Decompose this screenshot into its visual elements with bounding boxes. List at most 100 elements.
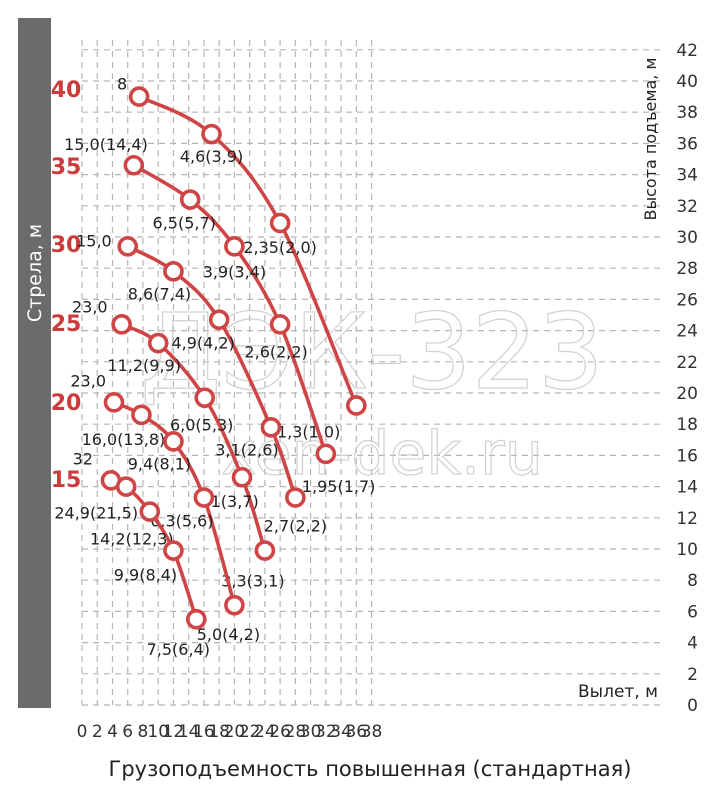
x-tick-label: 8: [138, 722, 149, 742]
y-tick-label: 34: [676, 166, 698, 186]
x-tick-label: 32: [315, 722, 337, 742]
boom-length-label: 35: [51, 155, 82, 180]
data-point: [103, 392, 125, 413]
y-tick-label: 32: [676, 197, 698, 217]
data-point: [315, 443, 337, 465]
data-point: [231, 466, 253, 488]
point-label: 23,0: [72, 297, 108, 316]
point-label: 23,0: [70, 371, 106, 390]
series: 40 84,6(3,9)2,35(2,0)1,3(1,0)3515,0(14,4)…: [51, 75, 376, 660]
y-tick-label: 8: [687, 571, 698, 591]
x-tick-label: 20: [224, 722, 246, 742]
y-tick-label: 30: [676, 228, 698, 248]
boom-length-label: 40: [51, 78, 82, 103]
data-point: [115, 476, 137, 497]
data-point: [208, 309, 230, 330]
point-label: 2,7(2,2): [264, 517, 327, 536]
point-label: 3,1(2,6): [215, 440, 278, 459]
data-point: [111, 314, 132, 335]
x-tick-label: 28: [285, 722, 307, 742]
x-tick-label: 24: [254, 722, 276, 742]
y-tick-label: 20: [676, 384, 698, 404]
point-label: 6,5(5,7): [153, 214, 216, 233]
x-tick-label: 26: [269, 722, 291, 742]
x-tick-label: 38: [361, 722, 383, 742]
data-point: [269, 212, 291, 234]
x-tick-label: 4: [107, 722, 118, 742]
y-tick-label: 38: [676, 103, 698, 123]
x-tick-label: 16: [193, 722, 215, 742]
bottom-title: Грузоподъемность повышенная (стандартная…: [109, 757, 632, 781]
data-point: [224, 594, 245, 616]
point-label: 2,35(2,0): [243, 238, 317, 257]
x-tick-label: 34: [330, 722, 352, 742]
point-label: 1,95(1,7): [302, 477, 376, 496]
y-tick-label: 22: [676, 353, 698, 373]
x-tick-label: 10: [147, 722, 169, 742]
point-label: 14,2(12,3): [90, 530, 174, 549]
x-axis-label: Вылет, м: [578, 682, 658, 702]
data-point: [269, 314, 291, 335]
data-point: [285, 487, 306, 508]
boom-length-label: 25: [51, 312, 82, 337]
y-tick-label: 0: [687, 696, 698, 716]
boom-length-label: 30: [51, 233, 82, 258]
y-tick-label: 18: [676, 415, 698, 435]
y-tick-label: 26: [676, 290, 698, 310]
data-point: [163, 261, 184, 282]
y-tick-label: 14: [676, 478, 698, 498]
y-tick-label: 12: [676, 509, 698, 529]
data-point: [147, 332, 169, 354]
boom-length-label: 15: [51, 468, 82, 493]
point-label: 7,5(6,4): [147, 640, 210, 659]
data-point: [117, 236, 139, 257]
point-label: 15,0: [76, 231, 112, 250]
y-tick-label: 4: [687, 634, 698, 654]
curve-line: [137, 94, 359, 408]
point-label: 9,4(8,1): [128, 454, 191, 473]
x-tick-label: 36: [345, 722, 367, 742]
y-tick-label: 16: [676, 446, 698, 466]
right-axis-title: Высота подъема, м: [641, 58, 660, 221]
series-boom-40: 40 8 4,6(3,9) 2,35(2,0) 1,3(1,0): [51, 75, 367, 441]
data-point: [346, 395, 367, 416]
y-tick-label: 28: [676, 259, 698, 279]
x-tick-label: 22: [239, 722, 261, 742]
side-label: Стрела, м: [24, 224, 46, 322]
point-label: 24,9(21,5): [54, 504, 138, 523]
data-point: [224, 236, 245, 257]
point-label: 8,6(7,4): [128, 284, 191, 303]
y-tick-label: 40: [676, 72, 698, 92]
point-label: 11,2(9,9): [107, 356, 181, 375]
grid: [81, 40, 660, 706]
x-tick-label: 12: [163, 722, 185, 742]
point-label: 1,3(1,0): [277, 422, 340, 441]
y-tick-label: 2: [687, 665, 698, 685]
point-label: 2,6(2,2): [244, 342, 307, 361]
x-tick-label: 6: [122, 722, 133, 742]
point-label: 32: [73, 449, 93, 468]
point-label: 6,3(5,6): [150, 512, 213, 531]
data-point: [260, 417, 282, 438]
y-tick-label: 36: [676, 134, 698, 154]
data-point: [139, 501, 161, 522]
point-label: 8: [117, 75, 127, 94]
data-point: [128, 86, 150, 107]
data-point: [179, 189, 201, 210]
data-point: [131, 404, 152, 426]
point-label: 4,9(4,2): [171, 334, 234, 353]
y-tick-label: 42: [676, 41, 698, 61]
data-point: [163, 540, 184, 561]
data-point: [194, 387, 215, 408]
point-label: 16,0(13,8): [82, 430, 166, 449]
point-label: 9,9(8,4): [114, 566, 177, 585]
data-point: [163, 431, 184, 452]
point-label: 3,9(3,4): [203, 262, 266, 281]
x-tick-label: 2: [92, 722, 103, 742]
point-label: 3,3(3,1): [221, 572, 284, 591]
